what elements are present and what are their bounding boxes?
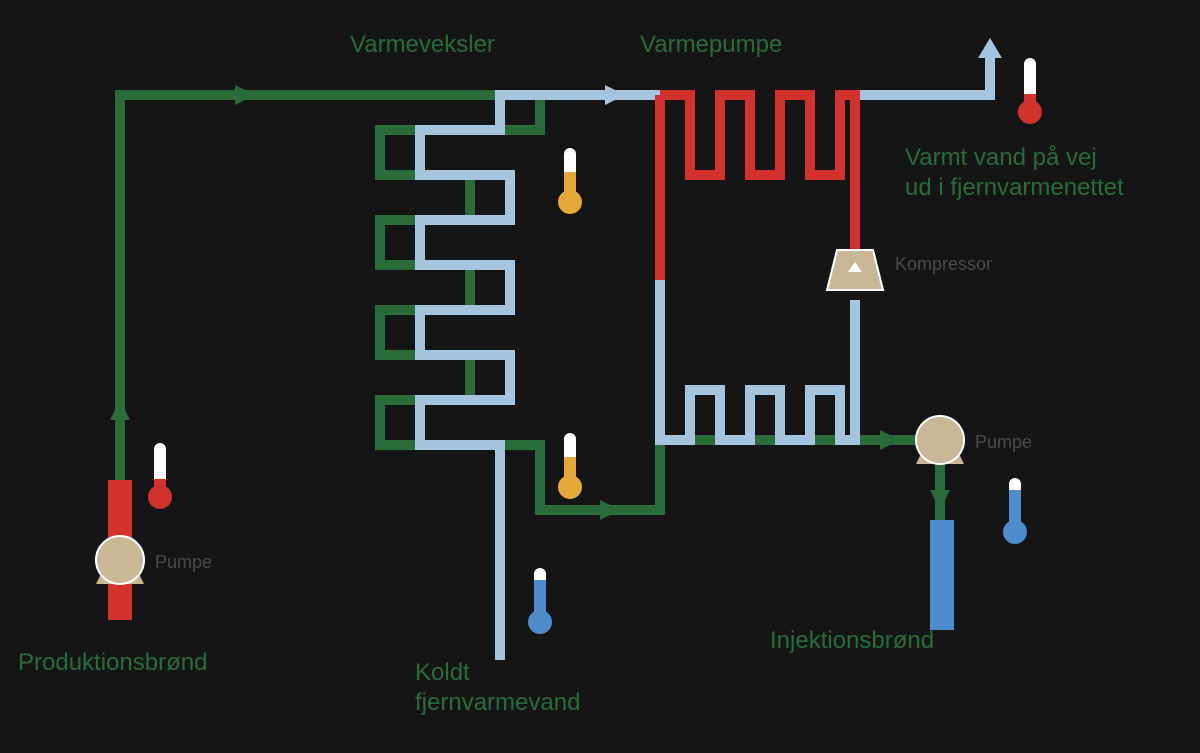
label-varmt-vand-2: ud i fjernvarmenettet bbox=[905, 174, 1124, 201]
label-varmt-vand-1: Varmt vand på vej bbox=[905, 144, 1097, 171]
red-pipe-hp-hot-coil bbox=[660, 95, 855, 260]
label-varmepumpe: Varmepumpe bbox=[640, 31, 782, 58]
thermometer-injection bbox=[1003, 478, 1027, 544]
pump-injection bbox=[916, 416, 964, 464]
thermometer-after-hp-cold bbox=[558, 433, 582, 499]
blue-pipe-hot-out bbox=[855, 55, 990, 95]
thermometer-cold-return bbox=[528, 568, 552, 634]
label-injektionsbrond: Injektionsbrønd bbox=[770, 627, 934, 654]
thermometer-production bbox=[148, 443, 172, 509]
injection-well bbox=[930, 520, 954, 630]
label-pumpe-right: Pumpe bbox=[975, 432, 1032, 452]
thermometer-after-hex bbox=[558, 148, 582, 214]
compressor-icon bbox=[827, 250, 883, 290]
label-koldt-2: fjernvarmevand bbox=[415, 689, 580, 716]
pump-production bbox=[96, 536, 144, 584]
label-produktionsbrond: Produktionsbrønd bbox=[18, 649, 207, 676]
label-koldt-1: Koldt bbox=[415, 659, 470, 686]
label-kompressor: Kompressor bbox=[895, 254, 992, 274]
thermometer-hot-out bbox=[1018, 58, 1042, 124]
label-varmeveksler: Varmeveksler bbox=[350, 31, 495, 58]
label-pumpe-left: Pumpe bbox=[155, 552, 212, 572]
green-pipe-main bbox=[120, 95, 940, 510]
geothermal-diagram: Varmeveksler Varmepumpe Varmt vand på ve… bbox=[0, 0, 1200, 753]
blue-pipe-hp-cold-coil bbox=[660, 280, 855, 440]
